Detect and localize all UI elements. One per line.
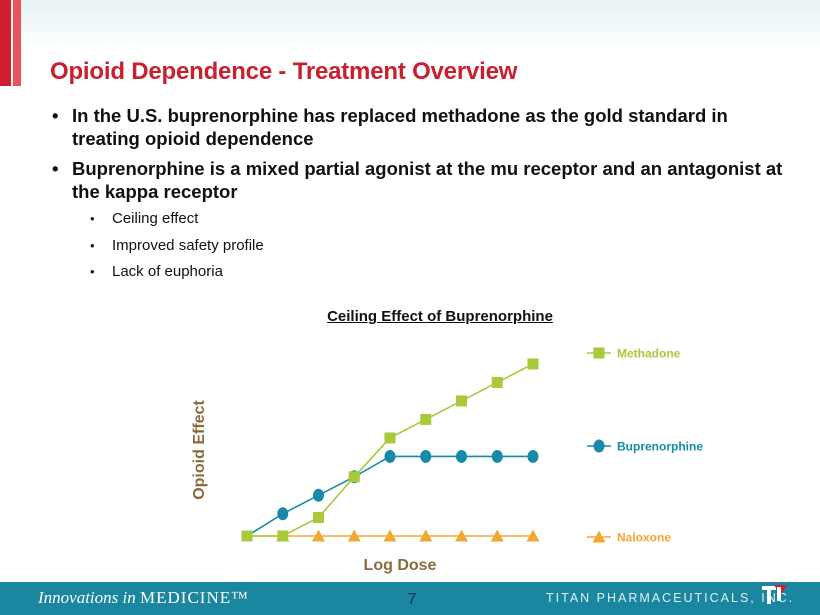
buprenorphine-point [277, 507, 289, 521]
naloxone-point [383, 529, 397, 542]
legend-buprenorphine-marker [593, 439, 605, 453]
top-banner [0, 0, 820, 48]
sub-bullet-item: • Lack of euphoria [50, 263, 795, 281]
buprenorphine-point [456, 449, 467, 463]
buprenorphine-point [420, 449, 432, 463]
methadone-point [313, 512, 324, 523]
y-axis-label: Opioid Effect [191, 400, 208, 500]
buprenorphine-line [246, 455, 533, 537]
bullet-text: In the U.S. buprenorphine has replaced m… [72, 105, 728, 149]
bullet-glyph: • [90, 211, 95, 226]
bullet-item: • In the U.S. buprenorphine has replaced… [50, 104, 795, 150]
legend-methadone-label: Methadone [617, 347, 681, 361]
footer-bar: Innovations in MEDICINE™ TITAN PHARMACEU… [0, 582, 820, 615]
footer-tagline: Innovations in MEDICINE™ [38, 588, 249, 608]
methadone-point [348, 471, 360, 483]
footer-tagline-italic: Innovations in [38, 588, 140, 607]
slide-title: Opioid Dependence - Treatment Overview [50, 58, 518, 85]
sub-bullet-text: Improved safety profile [112, 236, 264, 254]
naloxone-point [347, 529, 361, 542]
bullet-glyph: • [90, 264, 95, 279]
legend-naloxone-label: Naloxone [617, 531, 671, 545]
bullet-glyph: • [90, 237, 95, 253]
sub-bullet-item: • Ceiling effect [50, 210, 795, 228]
sub-bullet-text: Ceiling effect [112, 210, 199, 227]
page-number: 7 [407, 591, 417, 608]
legend-methadone-marker [593, 347, 605, 359]
methadone-point [456, 395, 467, 407]
bullet-glyph: • [52, 105, 59, 126]
methadone-point [384, 432, 396, 444]
x-axis-label: Log Dose [364, 557, 437, 574]
buprenorphine-point [527, 449, 539, 463]
bullet-text: Buprenorphine is a mixed partial agonist… [72, 158, 783, 202]
sub-bullet-item: • Improved safety profile [50, 237, 795, 255]
legend-buprenorphine-label: Buprenorphine [617, 440, 703, 454]
legend-naloxone-marker [592, 530, 606, 543]
buprenorphine-point [313, 488, 324, 502]
bullet-glyph: • [52, 158, 59, 179]
buprenorphine-point [491, 449, 503, 463]
naloxone-point [312, 529, 325, 542]
footer-tagline-caps: MEDICINE™ [140, 588, 249, 607]
methadone-point [491, 376, 503, 388]
sub-bullet-list: • Ceiling effect • Improved safety profi… [50, 210, 795, 281]
methadone-point [420, 413, 432, 425]
naloxone-point [455, 529, 468, 542]
naloxone-point [526, 529, 540, 542]
bullet-list: • In the U.S. buprenorphine has replaced… [50, 104, 795, 290]
chart-title: Ceiling Effect of Buprenorphine [327, 308, 553, 325]
bullet-item: • Buprenorphine is a mixed partial agoni… [50, 157, 795, 203]
accent-stripe-light [13, 0, 21, 86]
sub-bullet-text: Lack of euphoria [112, 263, 223, 280]
titan-logo-icon [762, 585, 787, 604]
naloxone-point [490, 529, 504, 542]
series-layer [241, 358, 540, 542]
methadone-point [241, 530, 253, 542]
methadone-point [277, 530, 289, 542]
legend: Methadone Buprenorphine Naloxone [587, 347, 703, 545]
accent-stripe [0, 0, 11, 86]
naloxone-point [419, 529, 433, 542]
buprenorphine-point [384, 449, 396, 463]
company-name: TITAN PHARMACEUTICALS, INC. [546, 591, 795, 605]
methadone-point [527, 358, 539, 370]
